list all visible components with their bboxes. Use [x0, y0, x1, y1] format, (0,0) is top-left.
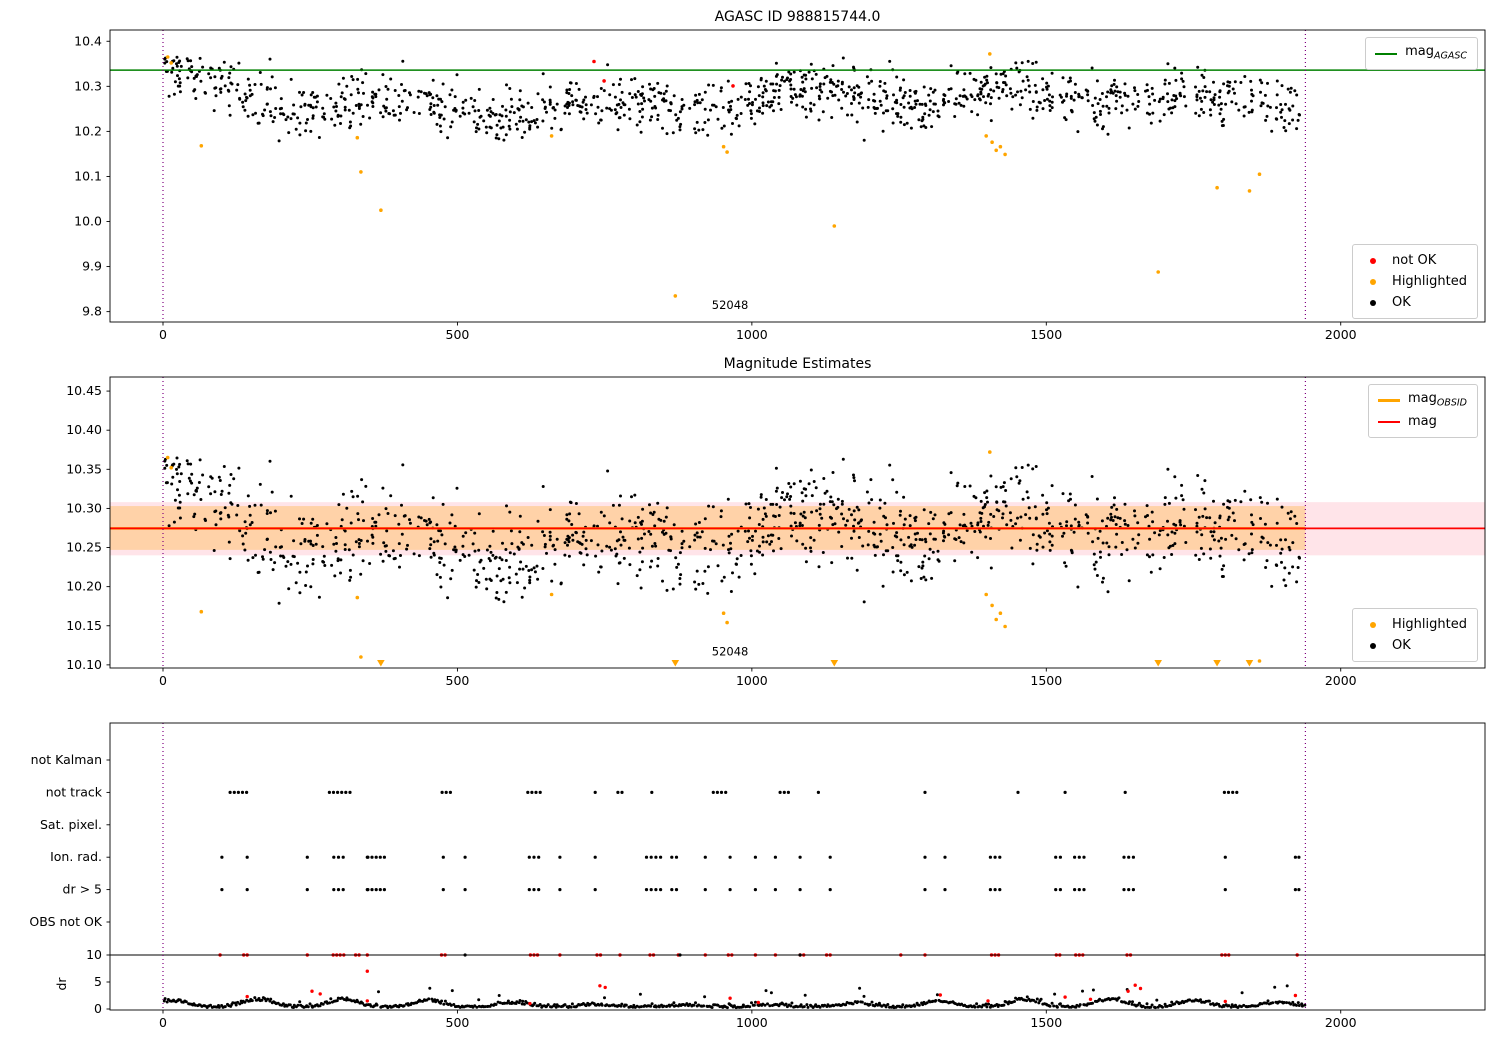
plot2-ytick-label: 10.25 — [66, 540, 102, 555]
legend-item-highlighted: Highlighted — [1361, 271, 1467, 292]
legend-label-mag-obsid: magOBSID — [1407, 390, 1467, 409]
legend-plot1-bottom: not OK Highlighted OK — [1352, 244, 1478, 319]
flag-row-dr-5 — [220, 888, 1301, 892]
plot2-ytick-label: 10.40 — [66, 422, 102, 437]
mag-obsid-line-swatch — [1377, 399, 1401, 402]
legend-label-highlighted: Highlighted — [1392, 274, 1467, 289]
plot3-xtick-label: 0 — [159, 1015, 167, 1030]
plot-mag-overview: 0 500 1000 1500 2000 9.8 9.9 10.0 10.1 10.2 10.3 10… — [74, 9, 1486, 342]
plot1-ytick-label: 10.2 — [74, 123, 102, 138]
dr-axis-label: dr — [54, 977, 69, 991]
flag-row-ion-rad- — [220, 855, 1301, 859]
plot2-xtick-label: 500 — [446, 673, 470, 688]
plot1-ytick-label: 10.3 — [74, 78, 102, 93]
plot2-ytick-label: 10.10 — [66, 657, 102, 672]
dr-red-points — [245, 969, 1298, 1006]
plot1-ytick-label: 10.4 — [74, 33, 102, 48]
legend-plot2-top: magOBSID mag — [1367, 384, 1478, 438]
plot1-frame — [109, 29, 1486, 323]
category-label-not-track: not track — [46, 784, 103, 799]
plot1-title: AGASC ID 988815744.0 — [715, 9, 881, 25]
plot2-ytick-label: 10.20 — [66, 579, 102, 594]
plot2-xtick-label: 1000 — [736, 673, 768, 688]
legend-label-highlighted-2: Highlighted — [1392, 617, 1467, 632]
legend-label-ok-2: OK — [1392, 638, 1411, 653]
category-label-not-kalman: not Kalman — [31, 752, 102, 767]
plot1-obsid-annotation: 52048 — [712, 298, 749, 312]
mag-line-swatch — [1377, 420, 1401, 423]
plot2-ytick-label: 10.45 — [66, 383, 102, 398]
legend-item-mag-agasc: magAGASC — [1374, 43, 1467, 64]
highlighted-marker-swatch — [1361, 278, 1385, 285]
plot2-ytick-label: 10.30 — [66, 500, 102, 515]
legend-item-ok: OK — [1361, 292, 1467, 313]
plot3-xtick-label: 2000 — [1325, 1015, 1357, 1030]
clipped-low-triangle — [671, 660, 680, 667]
dr-tick-label: 5 — [94, 974, 102, 989]
clipped-low-triangle — [1213, 660, 1221, 667]
plot1-xtick-label: 0 — [159, 327, 167, 342]
legend-label-ok: OK — [1392, 295, 1411, 310]
plot1-ytick-label: 10.0 — [74, 214, 102, 229]
legend-label-not-ok: not OK — [1392, 253, 1437, 268]
clipped-low-triangle — [377, 660, 385, 667]
plot1-ytick-label: 10.1 — [74, 168, 102, 183]
flag-row-not-track — [228, 790, 1239, 795]
ok-marker-swatch — [1361, 299, 1385, 306]
plot1-ok-points — [163, 55, 1301, 143]
plot1-ytick-label: 9.9 — [82, 259, 102, 274]
plot2-highlighted-points — [165, 450, 1262, 667]
plot-magnitude-estimates: 0 500 1000 1500 2000 10.10 10.15 10.20 10.25 10.3… — [66, 356, 1486, 688]
plot1-xtick-label: 1500 — [1030, 327, 1062, 342]
plot1-highlighted-points — [165, 52, 1262, 298]
plot2-obsid-annotation: 52048 — [712, 644, 749, 658]
mag-agasc-line-swatch — [1374, 52, 1398, 55]
plot2-frame — [109, 376, 1486, 669]
dr-tick-label: 10 — [86, 947, 102, 962]
legend-plot1-top: magAGASC — [1365, 37, 1478, 70]
dr-tick-label: 0 — [94, 1001, 102, 1016]
plot1-not-ok-points — [592, 59, 735, 88]
legend-item-mag-obsid: magOBSID — [1377, 390, 1467, 411]
category-label-dr-5: dr > 5 — [63, 882, 102, 897]
category-label-obs-not-ok: OBS not OK — [29, 914, 102, 929]
legend-label-mag: mag — [1407, 414, 1437, 429]
ok-marker-swatch-2 — [1361, 642, 1385, 649]
plot2-xtick-label: 2000 — [1325, 673, 1357, 688]
dr-series-points — [162, 984, 1307, 1010]
legend-plot2-bottom: Highlighted OK — [1352, 608, 1478, 662]
category-label-sat-pixel-: Sat. pixel. — [40, 817, 102, 832]
clipped-low-triangle — [1154, 660, 1162, 667]
clipped-low-triangle — [830, 660, 839, 667]
plot2-title: Magnitude Estimates — [724, 356, 872, 372]
plot1-ytick-label: 9.8 — [82, 304, 102, 319]
plot3-frame — [109, 722, 1486, 1011]
legend-label-mag-agasc: magAGASC — [1405, 43, 1467, 62]
plot2-xtick-label: 0 — [159, 673, 167, 688]
plot2-ytick-label: 10.35 — [66, 461, 102, 476]
legend-item-ok-2: OK — [1361, 635, 1467, 656]
legend-item-not-ok: not OK — [1361, 250, 1467, 271]
plot1-xtick-label: 1000 — [736, 327, 768, 342]
plot1-xtick-label: 2000 — [1325, 327, 1357, 342]
category-label-ion-rad-: Ion. rad. — [50, 849, 102, 864]
legend-item-mag: mag — [1377, 411, 1467, 432]
plot1-xtick-label: 500 — [446, 327, 470, 342]
not-ok-marker-swatch — [1361, 257, 1385, 264]
plot3-xtick-label: 1000 — [736, 1015, 768, 1030]
plot3-xtick-label: 1500 — [1030, 1015, 1062, 1030]
highlighted-marker-swatch-2 — [1361, 621, 1385, 628]
plot2-xtick-label: 1500 — [1030, 673, 1062, 688]
legend-item-highlighted-2: Highlighted — [1361, 614, 1467, 635]
plot2-ytick-label: 10.15 — [66, 618, 102, 633]
clipped-low-triangle — [1245, 660, 1254, 667]
plot3-xtick-label: 500 — [446, 1015, 470, 1030]
plot-flags-dr: 0 500 1000 1500 2000 not Kalman not track Sat. … — [29, 722, 1486, 1030]
